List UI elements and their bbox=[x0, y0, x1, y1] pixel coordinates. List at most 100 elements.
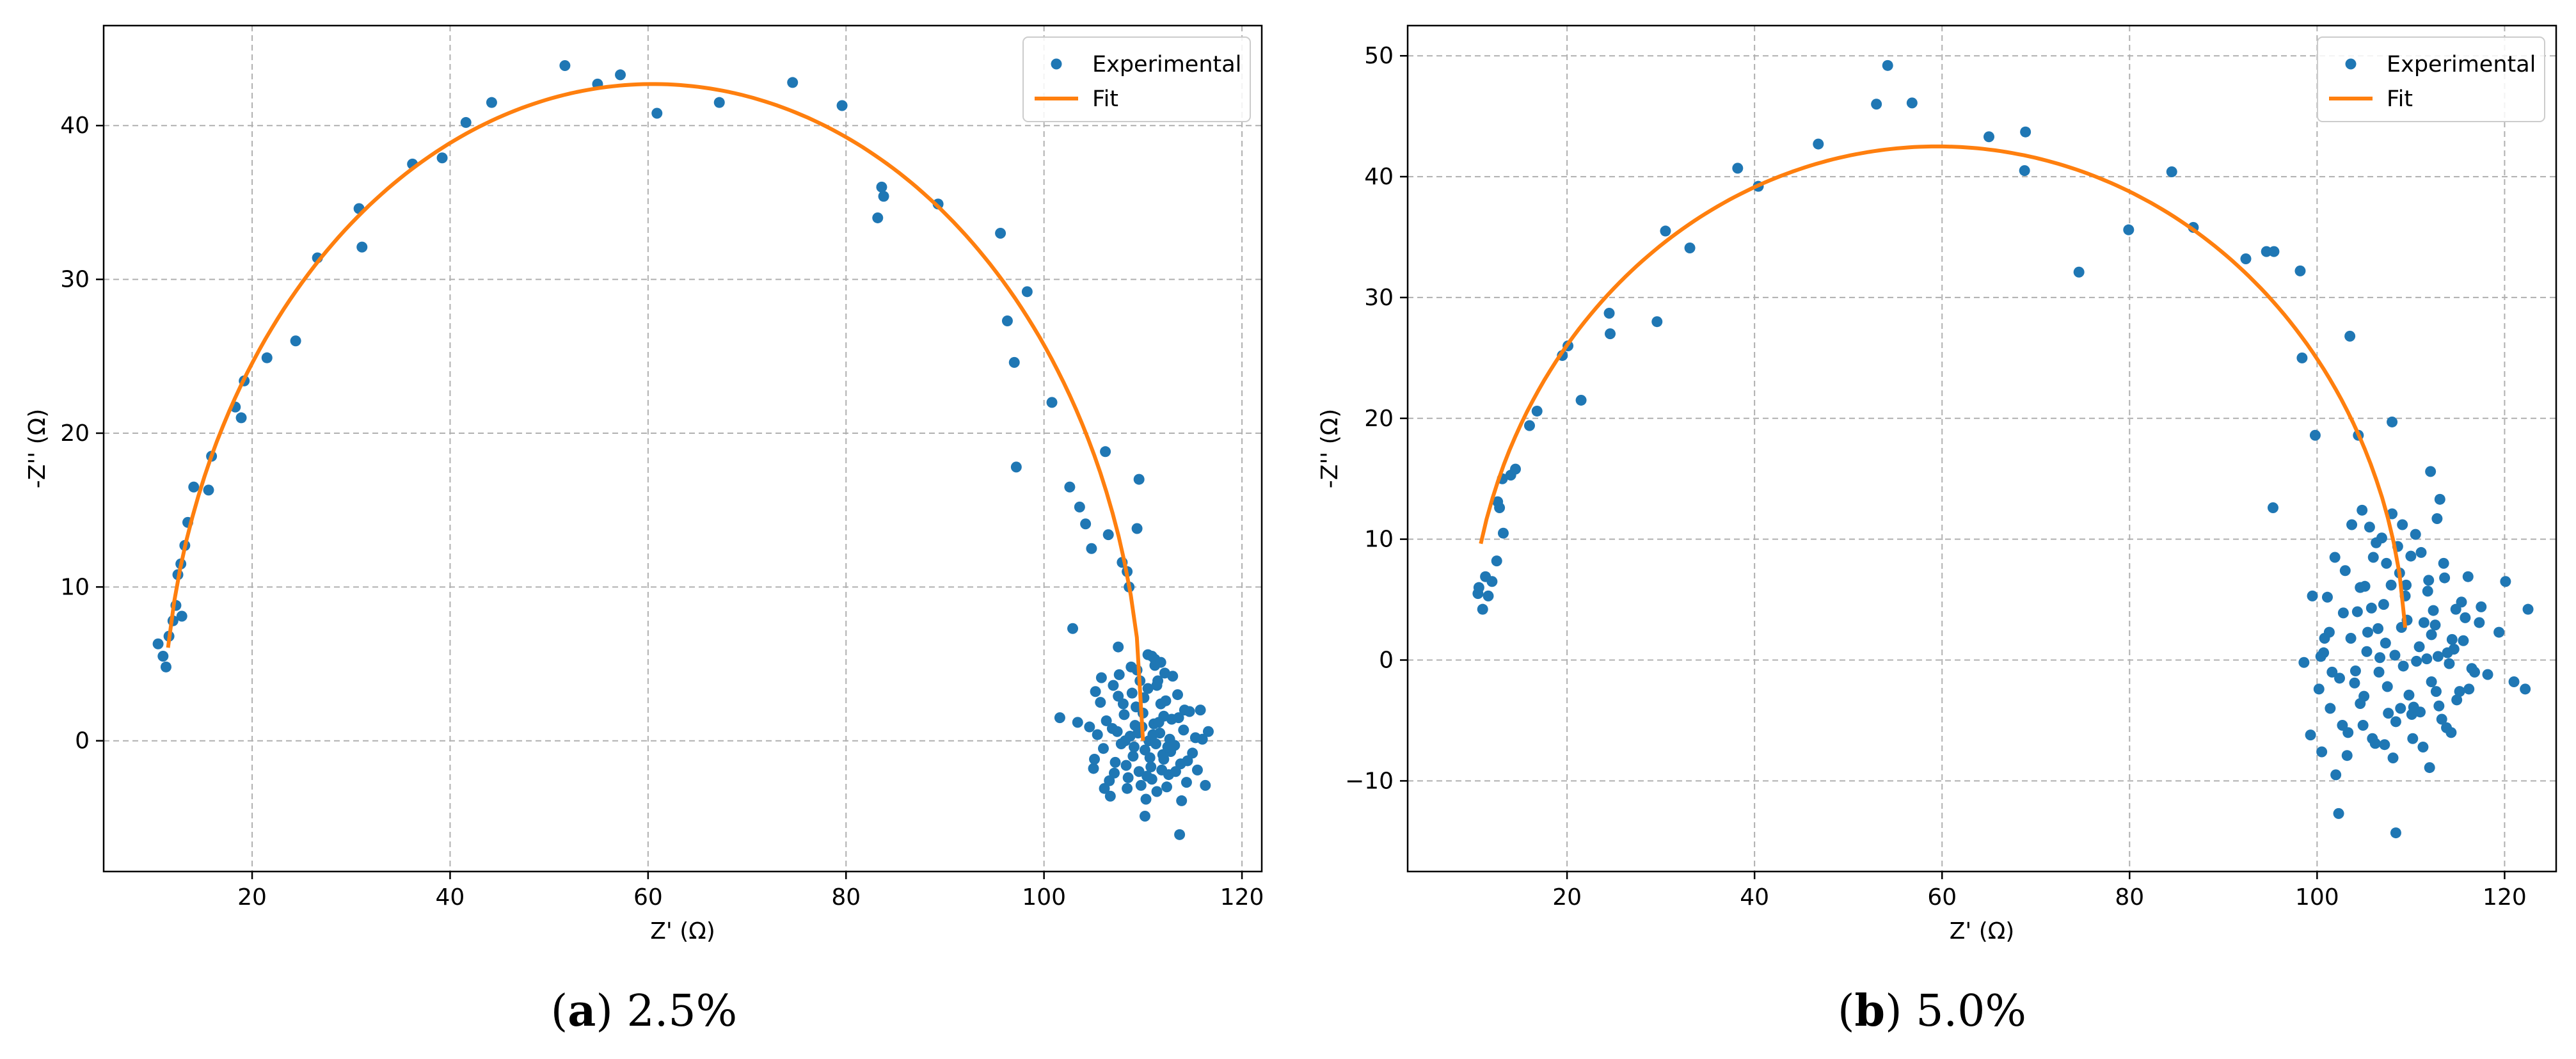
experimental-point bbox=[1871, 99, 1882, 110]
experimental-point bbox=[2376, 532, 2387, 544]
x-tick-label: 20 bbox=[237, 884, 267, 911]
experimental-point bbox=[160, 661, 171, 673]
experimental-point bbox=[2381, 557, 2392, 569]
experimental-point bbox=[203, 484, 214, 496]
experimental-point bbox=[2462, 571, 2474, 582]
experimental-point bbox=[2307, 590, 2318, 601]
experimental-point bbox=[1072, 717, 1083, 728]
experimental-point bbox=[1127, 751, 1139, 762]
y-tick-label: 10 bbox=[60, 574, 90, 600]
experimental-point bbox=[2349, 665, 2361, 676]
experimental-point bbox=[1092, 729, 1103, 740]
experimental-point bbox=[1145, 761, 1157, 773]
experimental-point bbox=[2073, 266, 2085, 278]
experimental-point bbox=[1100, 446, 1111, 458]
experimental-point bbox=[2387, 416, 2398, 427]
experimental-point bbox=[2020, 126, 2031, 138]
experimental-point bbox=[2458, 635, 2469, 646]
legend-label-fit: Fit bbox=[1092, 86, 1118, 112]
experimental-point bbox=[2166, 166, 2177, 178]
experimental-point bbox=[872, 212, 884, 223]
experimental-point bbox=[2341, 750, 2353, 761]
experimental-point bbox=[1882, 60, 1893, 71]
experimental-point bbox=[1483, 590, 1494, 601]
x-tick-label: 40 bbox=[436, 884, 465, 911]
y-tick-label: 30 bbox=[1364, 285, 1394, 311]
legend-marker-experimental bbox=[2345, 58, 2357, 70]
experimental-point bbox=[1200, 779, 1211, 791]
experimental-point bbox=[836, 100, 848, 111]
experimental-point bbox=[1983, 131, 1994, 143]
experimental-point bbox=[2434, 493, 2445, 505]
experimental-point bbox=[1142, 683, 1154, 694]
experimental-point bbox=[2325, 703, 2336, 714]
experimental-point bbox=[1088, 763, 1099, 774]
experimental-point bbox=[2413, 641, 2425, 653]
experimental-point bbox=[1494, 502, 1506, 514]
x-tick-label: 100 bbox=[1022, 884, 1066, 911]
experimental-point bbox=[1021, 286, 1033, 298]
experimental-point bbox=[1126, 687, 1138, 699]
y-tick-label: 30 bbox=[60, 267, 90, 293]
experimental-point bbox=[2316, 746, 2328, 758]
experimental-point bbox=[1146, 650, 1157, 662]
experimental-point bbox=[2330, 769, 2342, 781]
experimental-point bbox=[1120, 735, 1131, 747]
x-tick-label: 100 bbox=[2295, 884, 2339, 911]
experimental-point bbox=[2313, 683, 2325, 695]
panel-a: 20 40 60 80 100 120 0 10 20 30 40 Z' (Ω) -Z'' (Ω) Exp… bbox=[24, 24, 1264, 1037]
x-axis-label: Z' (Ω) bbox=[650, 918, 715, 944]
experimental-point bbox=[1104, 775, 1115, 786]
experimental-point bbox=[2415, 706, 2426, 718]
experimental-point bbox=[2439, 572, 2451, 584]
experimental-point bbox=[2405, 550, 2417, 562]
experimental-point bbox=[1182, 755, 1193, 767]
experimental-point bbox=[2432, 651, 2444, 662]
experimental-point bbox=[2508, 676, 2520, 687]
experimental-point bbox=[1113, 690, 1124, 702]
experimental-point bbox=[460, 116, 472, 128]
experimental-point bbox=[2323, 626, 2335, 638]
experimental-point bbox=[2337, 607, 2349, 619]
experimental-point bbox=[876, 181, 887, 193]
caption-a: (a) 2.5% bbox=[550, 985, 738, 1037]
experimental-point bbox=[2326, 666, 2338, 678]
experimental-point bbox=[1153, 717, 1165, 728]
experimental-point bbox=[1486, 576, 1498, 587]
x-tick-label: 60 bbox=[633, 884, 663, 911]
experimental-point bbox=[2456, 596, 2467, 608]
experimental-point bbox=[1067, 623, 1079, 634]
experimental-point bbox=[2438, 557, 2449, 569]
experimental-point bbox=[356, 241, 368, 253]
experimental-point bbox=[2425, 466, 2437, 477]
experimental-point bbox=[651, 107, 663, 119]
legend-box bbox=[2317, 36, 2545, 122]
experimental-point bbox=[1128, 741, 1140, 752]
experimental-point bbox=[1140, 793, 1152, 805]
nyquist-plot-a: 20 40 60 80 100 120 0 10 20 30 40 Z' (Ω) -Z'' (Ω) Exp… bbox=[24, 24, 1264, 944]
experimental-point bbox=[2342, 727, 2354, 738]
experimental-point bbox=[2389, 649, 2401, 661]
experimental-point bbox=[2469, 666, 2481, 678]
experimental-point bbox=[188, 481, 200, 493]
experimental-point bbox=[2261, 246, 2272, 257]
experimental-point bbox=[1491, 555, 1502, 567]
experimental-point bbox=[436, 152, 448, 164]
experimental-point bbox=[2379, 739, 2390, 751]
experimental-point bbox=[1139, 810, 1150, 822]
experimental-point bbox=[1605, 328, 1616, 340]
experimental-point bbox=[1095, 672, 1107, 683]
experimental-point bbox=[2315, 651, 2326, 662]
experimental-point bbox=[2344, 330, 2356, 342]
legend: Experimental Fit bbox=[2317, 36, 2545, 122]
experimental-point bbox=[2380, 637, 2391, 649]
experimental-point bbox=[1118, 709, 1130, 721]
experimental-point bbox=[2385, 579, 2397, 591]
experimental-point bbox=[1099, 783, 1110, 794]
experimental-point bbox=[2448, 644, 2460, 655]
experimental-point bbox=[2359, 580, 2371, 592]
experimental-point bbox=[1141, 770, 1153, 782]
experimental-point bbox=[1151, 786, 1163, 797]
experimental-point bbox=[1510, 463, 1522, 475]
experimental-point bbox=[2309, 429, 2321, 441]
